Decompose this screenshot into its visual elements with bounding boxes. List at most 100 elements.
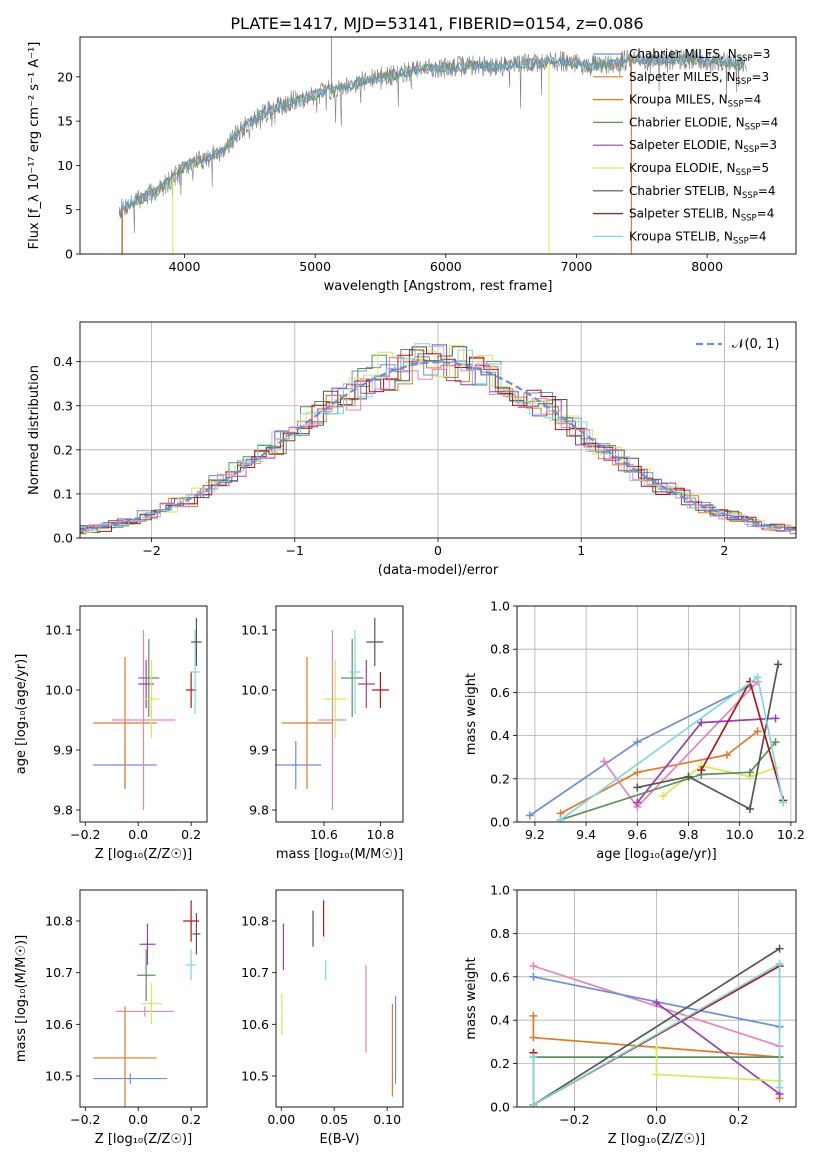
weight-marker — [771, 738, 780, 747]
legend-entry: Salpeter STELIB, NSSP=4 — [629, 207, 774, 224]
x-axis-label: Z [log₁₀(Z/Z☉)] — [608, 1132, 705, 1147]
weight-marker — [745, 768, 754, 777]
y-tick-label: 0.0 — [490, 815, 510, 830]
axes-frame — [79, 889, 208, 1108]
histogram-series — [80, 345, 796, 533]
y-tick-label: 0.3 — [53, 398, 73, 413]
x-tick-label: 1 — [577, 543, 585, 558]
weight-series — [633, 660, 783, 814]
y-tick-label: 0.6 — [490, 685, 510, 700]
y-axis-label: mass weight — [464, 673, 479, 755]
weight-marker — [633, 783, 642, 792]
weight-marker — [775, 959, 784, 968]
y-tick-label: 10 — [57, 158, 73, 173]
x-tick-label: −0.2 — [70, 1112, 100, 1127]
weight-marker — [771, 714, 780, 723]
plot-area — [93, 900, 201, 1107]
y-tick-label: 10.1 — [45, 623, 73, 638]
model-spectrum-line — [120, 53, 745, 212]
y-axis-label: Normed distribution — [27, 365, 42, 495]
y-tick-label: 1.0 — [490, 883, 510, 898]
x-tick-label: 6000 — [430, 259, 462, 274]
weight-series — [529, 959, 784, 1107]
mass-vs-metallicity-panel: −0.2 0.0 0.2 10.5 10.6 10.7 10.8 Z [log₁₀(Z/Z☉)… — [14, 889, 208, 1147]
weight-marker — [779, 798, 788, 807]
weight-marker — [529, 961, 538, 970]
legend-entry: Chabrier ELODIE, NSSP=4 — [629, 115, 778, 132]
weight-marker — [774, 660, 783, 669]
weight-marker — [753, 727, 762, 736]
axes-frame — [516, 889, 797, 1108]
weight-marker — [556, 815, 565, 822]
weight-marker — [529, 1033, 538, 1042]
weight-line — [560, 741, 777, 821]
legend-entry: Chabrier STELIB, NSSP=4 — [629, 184, 776, 201]
errorbar-point — [357, 660, 375, 708]
x-axis-label: E(B-V) — [319, 1132, 359, 1147]
x-tick-label: 10.8 — [367, 827, 395, 842]
x-tick-label: 0.05 — [320, 1112, 348, 1127]
y-tick-label: 10.0 — [241, 683, 269, 698]
axes-frame — [79, 605, 208, 823]
x-axis-label: (data-model)/error — [378, 563, 499, 578]
axes-frame — [275, 889, 404, 1108]
y-tick-label: 10.5 — [45, 1069, 73, 1084]
plot-area — [529, 944, 784, 1107]
weight-marker — [697, 766, 706, 775]
legend-entry: Chabrier MILES, NSSP=3 — [629, 47, 770, 64]
weight-series — [658, 761, 780, 801]
legend-entry: Kroupa ELODIE, NSSP=5 — [629, 161, 769, 178]
x-tick-label: 9.6 — [627, 827, 647, 842]
y-tick-label: 15 — [57, 114, 73, 129]
histogram-series — [80, 356, 796, 535]
x-tick-label: 0 — [434, 543, 442, 558]
weight-series — [652, 1044, 784, 1085]
errorbar-point — [318, 630, 347, 810]
errorbar-point — [192, 913, 201, 955]
residuals-histogram-panel: −2 −1 0 1 2 0.0 0.1 0.2 0.3 0.4 (data-model)/error… — [27, 321, 797, 578]
errorbar-point — [349, 630, 361, 714]
weight-series — [556, 673, 788, 822]
y-tick-label: 5 — [65, 202, 73, 217]
weight-marker — [633, 798, 642, 807]
y-tick-label: 10.6 — [45, 1017, 73, 1032]
y-axis-label: mass [log₁₀(M/M☉)] — [14, 935, 29, 1062]
histogram-series — [80, 346, 796, 534]
plot-area — [118, 37, 747, 254]
y-tick-label: 0.2 — [490, 771, 510, 786]
weight-marker — [745, 805, 754, 814]
x-tick-label: 0.0 — [128, 827, 148, 842]
weight-series — [525, 681, 754, 820]
axes-frame — [275, 605, 404, 823]
x-tick-label: −2 — [142, 543, 160, 558]
weight-line — [532, 947, 781, 1106]
axes-frame — [79, 36, 797, 255]
y-tick-label: 0.8 — [490, 642, 510, 657]
age-vs-metallicity-panel: −0.2 0.0 0.2 9.8 9.9 10.0 10.1 Z [log₁₀(Z/Z☉)] a… — [14, 605, 208, 862]
weight-series — [600, 677, 762, 811]
weight-marker — [753, 673, 762, 682]
weight-line — [603, 681, 759, 809]
weight-line — [655, 1048, 780, 1082]
x-tick-label: 0.2 — [729, 1112, 749, 1127]
y-tick-label: 9.8 — [53, 803, 73, 818]
weight-marker — [684, 772, 693, 781]
errorbar-point — [185, 949, 197, 981]
y-tick-label: 9.9 — [53, 743, 73, 758]
x-tick-label: 2 — [720, 543, 728, 558]
spectrum-panel: 4000 5000 6000 7000 8000 0 5 10 15 20 wavelength [… — [27, 36, 797, 294]
x-tick-label: 10.0 — [726, 827, 754, 842]
weight-line — [637, 664, 779, 811]
y-axis-label: Flux [f_λ 10⁻¹⁷ erg cm⁻² s⁻¹ A⁻¹] — [27, 42, 42, 250]
errorbar-point — [93, 1073, 168, 1084]
x-axis-label: mass [log₁₀(M/M☉)] — [276, 847, 403, 862]
x-tick-label: 7000 — [561, 259, 593, 274]
y-axis-label: mass weight — [464, 957, 479, 1039]
errorbar-point — [111, 630, 176, 810]
x-tick-label: −0.2 — [559, 1112, 589, 1127]
errorbar-point — [139, 923, 156, 965]
errorbar-point — [340, 639, 364, 717]
y-tick-label: 0.8 — [490, 926, 510, 941]
y-tick-label: 0.0 — [490, 1100, 510, 1115]
y-tick-label: 0.2 — [53, 442, 73, 457]
